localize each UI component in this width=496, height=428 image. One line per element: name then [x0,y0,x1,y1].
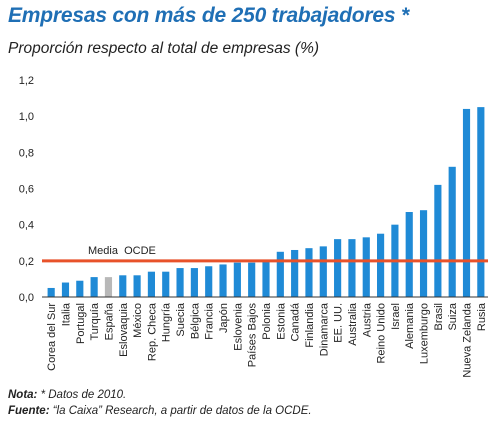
x-tick-label: Suiza [447,302,459,330]
x-tick-label: Australia [347,302,359,346]
x-tick-label: Reino Unido [376,303,388,364]
bar-27 [434,184,442,297]
bar-8 [162,271,170,297]
source-label: Fuente: [8,405,50,417]
bar-30 [477,107,485,297]
y-tick-label: 0,2 [19,256,34,268]
y-tick-label: 0,4 [19,220,34,232]
x-tick-label: Eslovaquia [118,302,130,357]
x-tick-label: Francia [204,302,216,340]
bar-0 [47,287,55,297]
bar-15 [262,260,270,297]
x-tick-label: Corea del Sur [46,303,58,371]
x-tick-label: Dinamarca [318,302,330,356]
x-tick-label: Luxemburgo [419,303,431,364]
x-tick-label: Japón [218,303,230,333]
x-tick-label: Estonia [275,302,287,340]
bar-29 [462,108,471,297]
x-tick-label: Rep. Checa [146,302,158,361]
bar-5 [119,275,127,297]
note-label: Nota: [8,389,38,401]
bar-16 [276,251,284,297]
bar-7 [147,271,155,297]
bar-11 [205,266,213,297]
x-tick-label: Polonia [261,302,273,340]
note-text: * Datos de 2010. [37,389,127,401]
mean-line-label: Media OCDE [88,245,156,257]
x-tick-label: Nueva Zelanda [462,302,474,377]
source-text: “la Caixa” Research, a partir de datos d… [49,405,312,417]
x-tick-label: Alemania [404,302,416,349]
bar-21 [348,239,356,297]
bar-13 [233,262,241,297]
x-tick-label: Turquía [89,302,101,340]
x-tick-label: Portugal [75,303,87,344]
bar-10 [190,268,198,297]
bar-4 [104,277,113,297]
bar-14 [248,262,256,297]
bar-19 [319,246,327,297]
bar-18 [305,248,313,297]
chart-subtitle: Proporción respecto al total de empresas… [8,40,320,57]
bar-12 [219,264,227,297]
x-tick-label: Bélgica [189,302,201,339]
bar-3 [90,277,98,297]
bar-9 [176,268,184,297]
x-tick-label: Suecia [175,302,187,337]
x-tick-label: Italia [60,302,72,326]
bar-22 [362,237,370,297]
bar-28 [448,166,456,297]
chart-note: Nota: * Datos de 2010. [8,389,126,401]
bar-6 [133,275,141,297]
chart-source: Fuente: “la Caixa” Research, a partir de… [8,405,312,417]
x-tick-label: Canadá [290,302,302,341]
bar-25 [405,212,413,297]
x-tick-label: Finlandia [304,302,316,348]
bar-1 [61,282,70,297]
y-tick-label: 0,0 [19,292,34,304]
x-tick-label: Austria [361,302,373,337]
x-tick-label: España [103,302,115,340]
x-tick-label: Eslovenia [232,302,244,351]
y-tick-label: 0,8 [19,147,34,159]
x-tick-label: EE. UU. [333,303,345,343]
bar-26 [419,210,428,297]
x-tick-label: Rusia [476,302,488,331]
x-tick-label: Israel [390,303,402,330]
bar-20 [334,239,342,297]
y-tick-label: 1,0 [19,111,34,123]
bar-2 [76,280,84,297]
bar-23 [377,233,385,297]
x-tick-label: México [132,303,144,338]
x-tick-label: Brasil [433,303,445,331]
bar-17 [291,249,299,297]
y-tick-label: 0,6 [19,184,34,196]
y-tick-label: 1,2 [19,75,34,87]
x-tick-label: Países Bajos [247,303,259,368]
chart-title: Empresas con más de 250 trabajadores * [8,4,409,27]
x-tick-label: Hungría [161,302,173,342]
